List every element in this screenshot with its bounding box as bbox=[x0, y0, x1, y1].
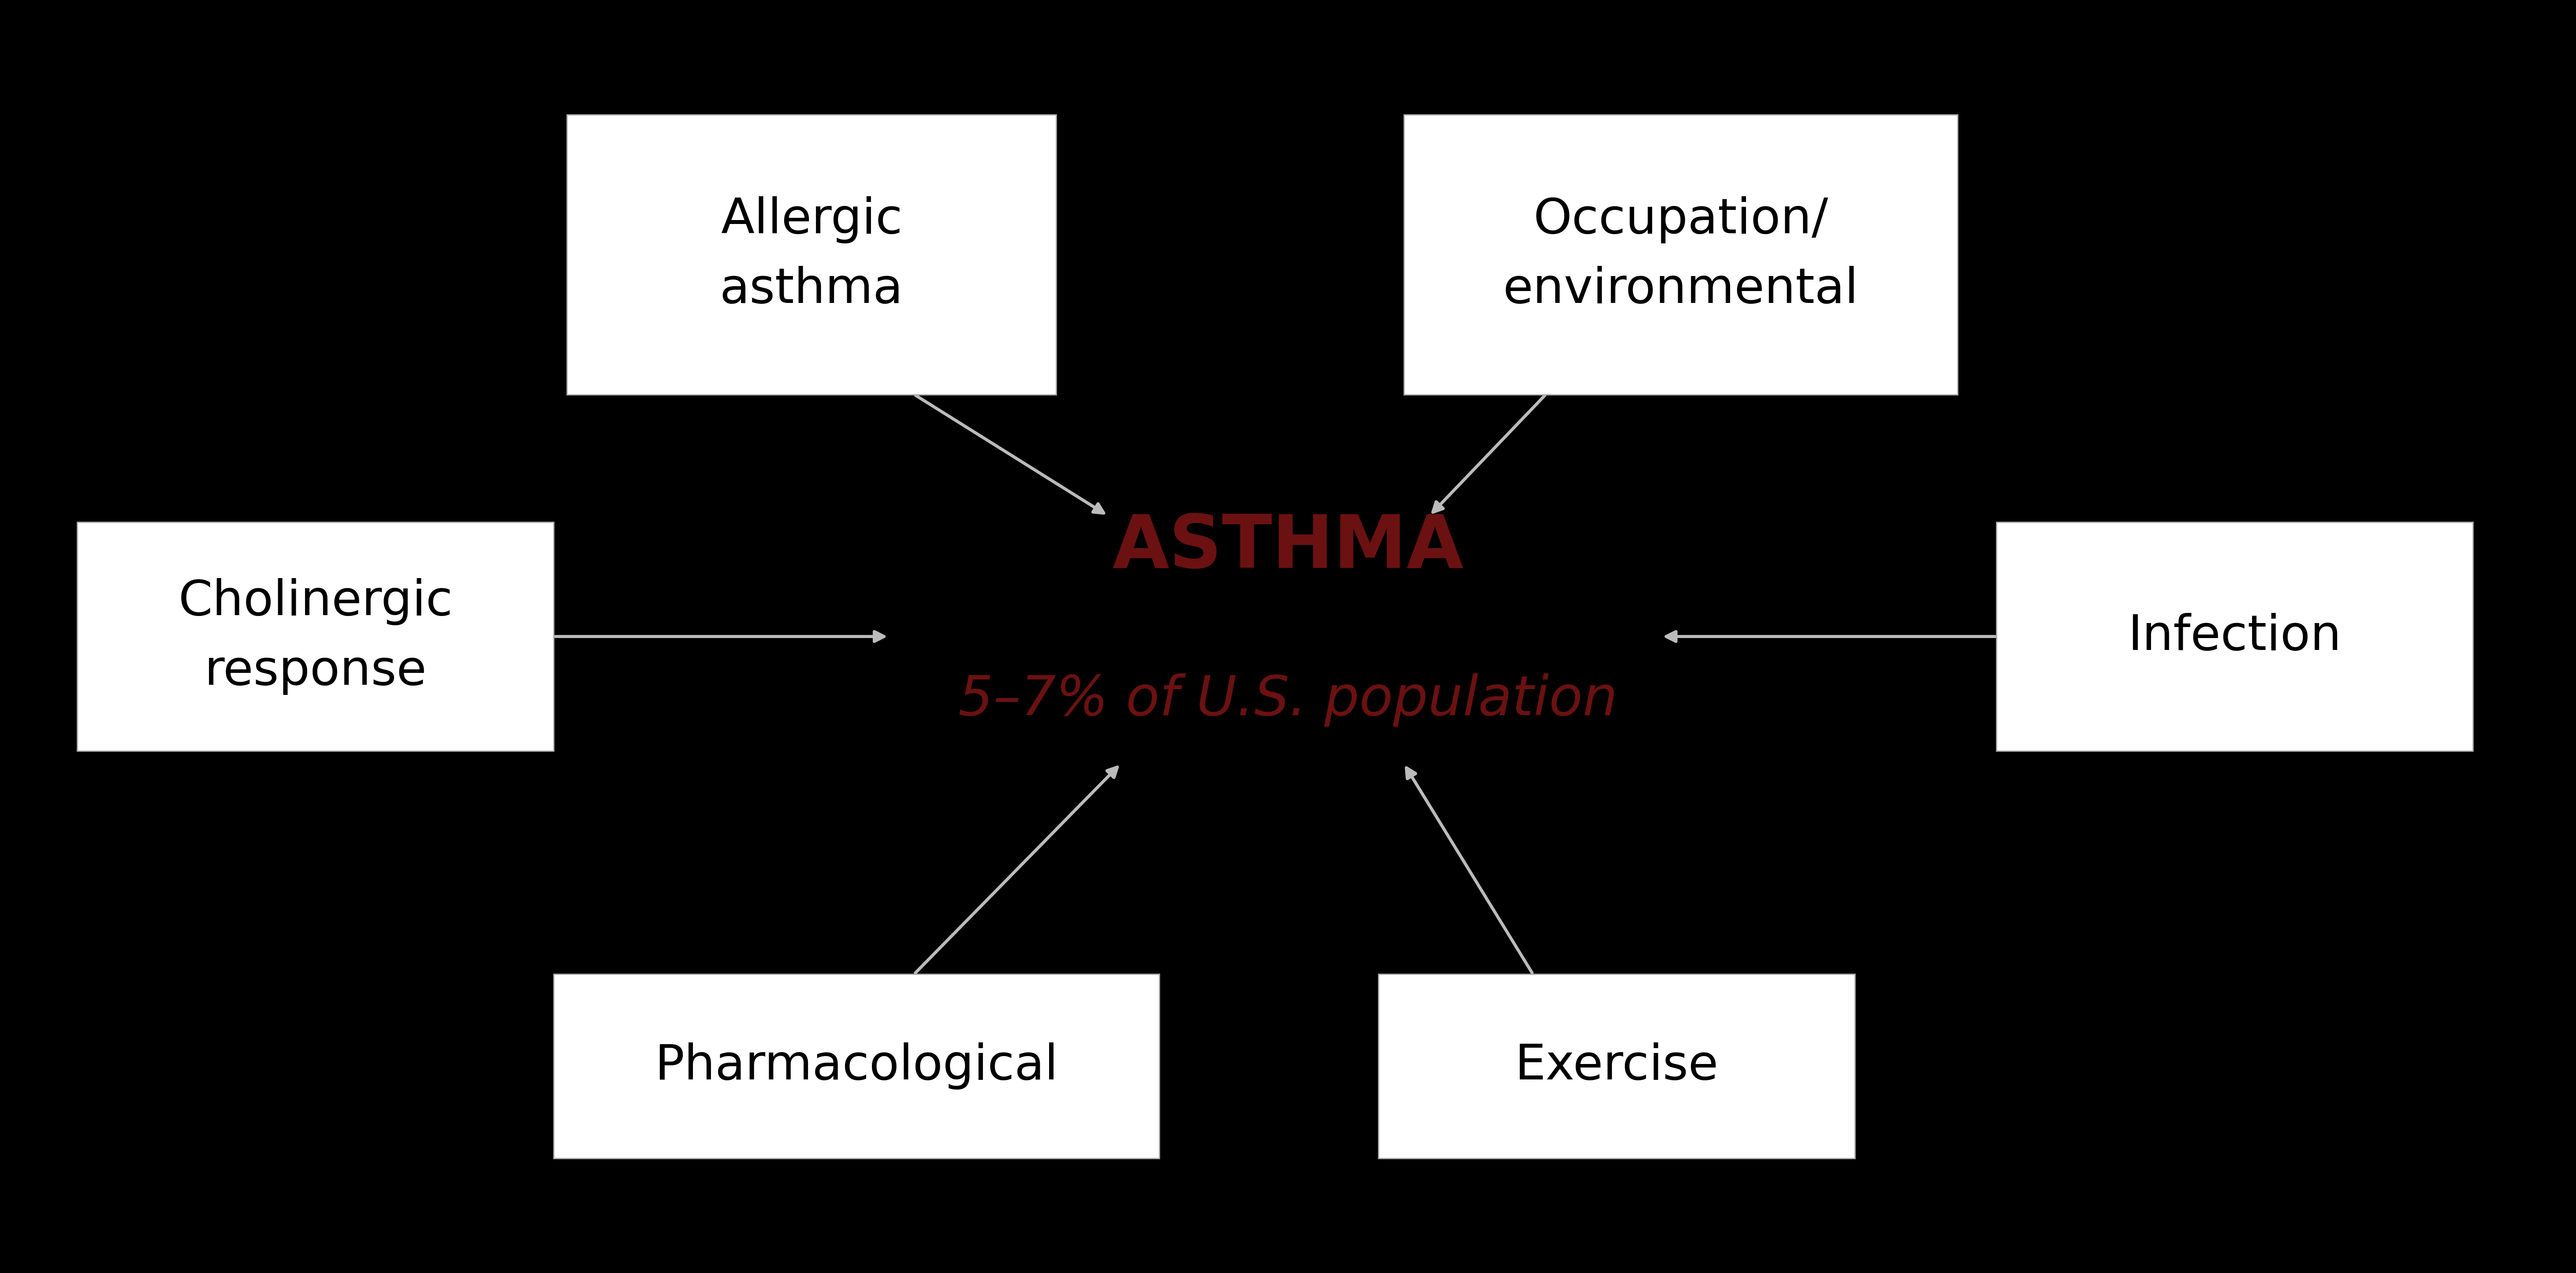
Text: ASTHMA: ASTHMA bbox=[1113, 512, 1463, 583]
Text: Cholinergic
response: Cholinergic response bbox=[178, 578, 453, 695]
Text: Occupation/
environmental: Occupation/ environmental bbox=[1502, 196, 1860, 313]
Text: Pharmacological: Pharmacological bbox=[654, 1043, 1059, 1090]
FancyBboxPatch shape bbox=[554, 974, 1159, 1158]
FancyBboxPatch shape bbox=[1378, 974, 1855, 1158]
FancyBboxPatch shape bbox=[567, 115, 1056, 395]
FancyBboxPatch shape bbox=[1404, 115, 1958, 395]
FancyBboxPatch shape bbox=[1996, 522, 2473, 751]
Text: Infection: Infection bbox=[2128, 612, 2342, 661]
Text: Exercise: Exercise bbox=[1515, 1043, 1718, 1090]
Text: Allergic
asthma: Allergic asthma bbox=[719, 196, 904, 313]
FancyBboxPatch shape bbox=[77, 522, 554, 751]
Text: 5–7% of U.S. population: 5–7% of U.S. population bbox=[958, 673, 1618, 727]
